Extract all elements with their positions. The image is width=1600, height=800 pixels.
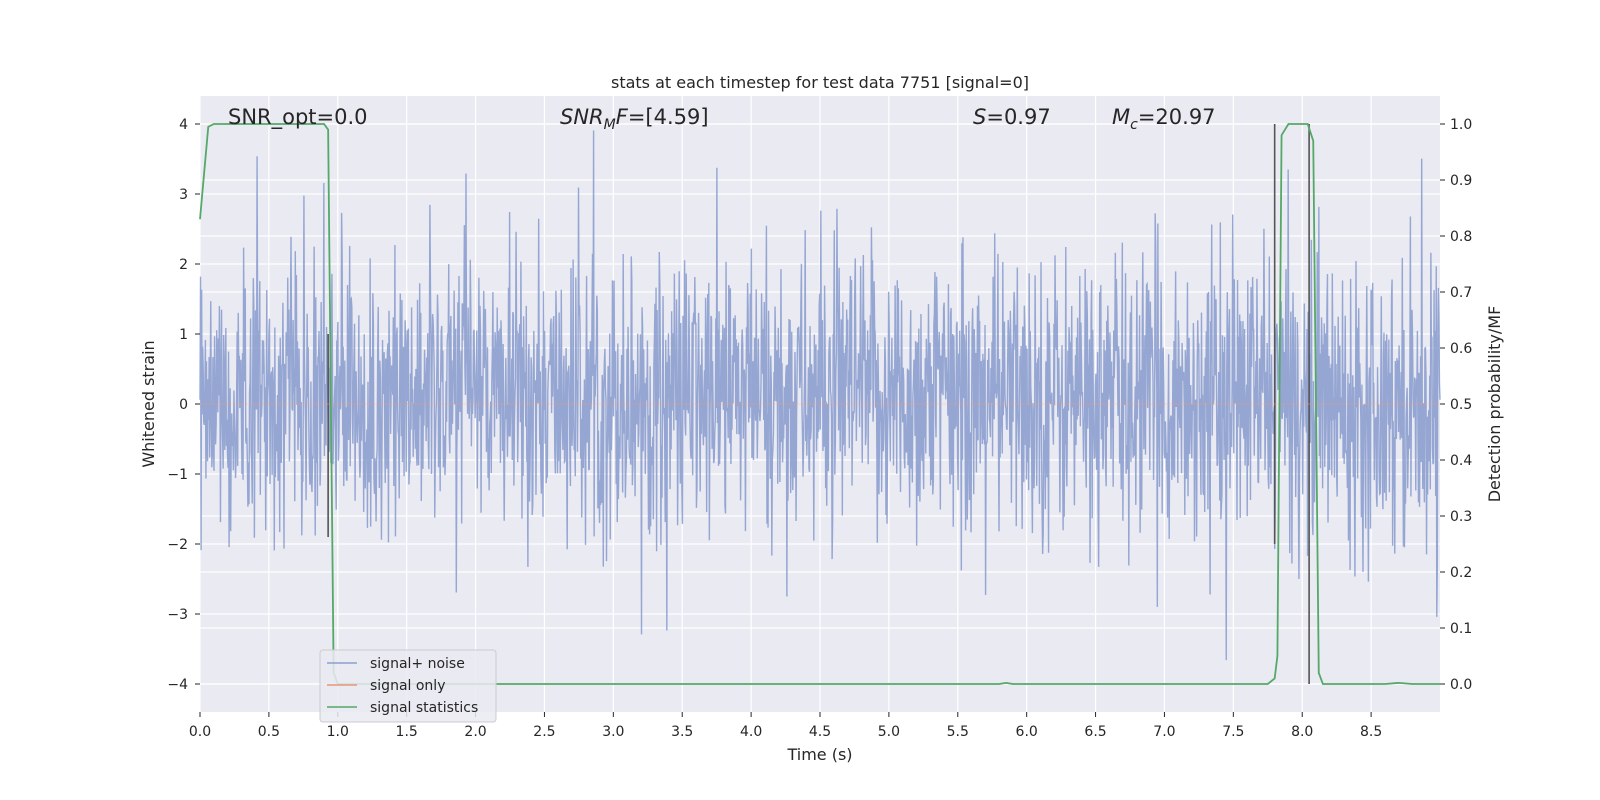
left-y-tick-label: 0 bbox=[179, 397, 188, 413]
x-tick-label: 0.0 bbox=[189, 724, 211, 740]
x-tick-label: 4.5 bbox=[809, 724, 831, 740]
annotation-segment: F bbox=[616, 105, 629, 129]
right-y-tick-label: 0.2 bbox=[1450, 565, 1472, 581]
annotation-segment: =[4.59] bbox=[628, 105, 709, 129]
left-y-tick-label: −2 bbox=[167, 537, 188, 553]
right-y-tick-label: 0.8 bbox=[1450, 229, 1472, 245]
x-tick-label: 4.0 bbox=[740, 724, 762, 740]
annotation-mc: Mc=20.97 bbox=[1112, 105, 1216, 133]
annotation-snr-opt: SNR_opt=0.0 bbox=[228, 105, 368, 130]
annotation-segment: SNR bbox=[560, 105, 604, 129]
x-tick-label: 3.0 bbox=[602, 724, 624, 740]
annotation-segment: =20.97 bbox=[1138, 105, 1216, 129]
left-y-axis-ticks: 4 3 2 1 0 −1 −2 −3 −4 bbox=[167, 117, 200, 693]
signal-statistics-line bbox=[199, 123, 1440, 685]
right-y-tick-label: 0.3 bbox=[1450, 509, 1472, 525]
left-y-tick-label: −4 bbox=[167, 677, 188, 693]
right-y-tick-label: 0.5 bbox=[1450, 397, 1472, 413]
right-y-tick-label: 0.7 bbox=[1450, 285, 1472, 301]
x-axis-label: Time (s) bbox=[786, 745, 852, 764]
x-tick-label: 3.5 bbox=[671, 724, 693, 740]
right-y-tick-label: 0.0 bbox=[1450, 677, 1472, 693]
x-tick-label: 5.0 bbox=[878, 724, 900, 740]
annotation-s: S=0.97 bbox=[973, 105, 1051, 129]
legend: signal+ noise signal only signal statist… bbox=[319, 649, 497, 723]
annotation-segment: =0.97 bbox=[986, 105, 1050, 129]
legend-label-signal-statistics: signal statistics bbox=[370, 700, 478, 716]
chart-title: stats at each timestep for test data 775… bbox=[611, 73, 1029, 92]
annotation-segment: SNR_opt=0.0 bbox=[228, 105, 368, 130]
x-axis-ticks: 0.0 0.5 1.0 1.5 2.0 2.5 3.0 3.5 4.0 4.5 5.0 5.5 6.0 6… bbox=[189, 712, 1382, 740]
right-y-axis-label: Detection probability/MF bbox=[1485, 306, 1504, 503]
x-tick-label: 7.5 bbox=[1222, 724, 1244, 740]
x-tick-label: 1.5 bbox=[396, 724, 418, 740]
x-tick-label: 1.0 bbox=[327, 724, 349, 740]
x-tick-label: 2.5 bbox=[533, 724, 555, 740]
x-tick-label: 6.5 bbox=[1084, 724, 1106, 740]
left-y-tick-label: 3 bbox=[179, 187, 188, 203]
right-y-tick-label: 0.1 bbox=[1450, 621, 1472, 637]
left-y-tick-label: −1 bbox=[167, 467, 188, 483]
left-y-axis-label: Whitened strain bbox=[139, 340, 158, 467]
legend-box bbox=[319, 649, 497, 723]
left-y-tick-label: 1 bbox=[179, 327, 188, 343]
vertical-markers bbox=[327, 124, 1310, 684]
x-tick-label: 8.5 bbox=[1360, 724, 1382, 740]
right-y-tick-label: 1.0 bbox=[1450, 117, 1472, 133]
series-signal-noise bbox=[199, 130, 1441, 661]
legend-label-signal-noise: signal+ noise bbox=[370, 656, 465, 672]
x-tick-label: 6.0 bbox=[1016, 724, 1038, 740]
x-tick-label: 8.0 bbox=[1291, 724, 1313, 740]
right-y-axis-ticks: 1.0 0.9 0.8 0.7 0.6 0.5 0.4 0.3 0.2 0.1 0.0 bbox=[1440, 117, 1472, 693]
left-y-tick-label: 2 bbox=[179, 257, 188, 273]
right-y-tick-label: 0.4 bbox=[1450, 453, 1472, 469]
x-tick-label: 2.0 bbox=[464, 724, 486, 740]
right-y-tick-label: 0.6 bbox=[1450, 341, 1472, 357]
annotation-segment: M bbox=[1112, 105, 1130, 129]
series-signal-statistics bbox=[199, 123, 1440, 685]
annotation-segment: M bbox=[604, 117, 616, 133]
annotation-segment: S bbox=[973, 105, 986, 129]
x-tick-label: 5.5 bbox=[947, 724, 969, 740]
legend-label-signal-only: signal only bbox=[370, 678, 445, 694]
x-tick-label: 0.5 bbox=[258, 724, 280, 740]
left-y-tick-label: 4 bbox=[179, 117, 188, 133]
annotation-snr-mf: SNRMF=[4.59] bbox=[560, 105, 709, 133]
signal-noise-line bbox=[199, 130, 1441, 661]
x-tick-label: 7.0 bbox=[1153, 724, 1175, 740]
left-y-tick-label: −3 bbox=[167, 607, 188, 623]
right-y-tick-label: 0.9 bbox=[1450, 173, 1472, 189]
annotation-segment: c bbox=[1130, 117, 1138, 133]
